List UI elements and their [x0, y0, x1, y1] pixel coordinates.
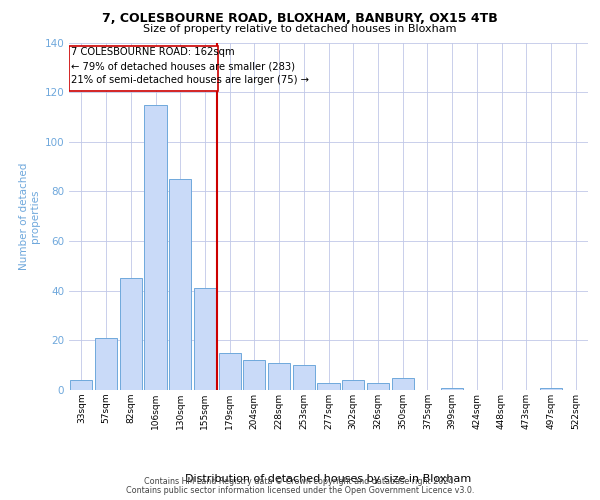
- Bar: [95, 338, 117, 390]
- Bar: [268, 362, 290, 390]
- Bar: [317, 382, 340, 390]
- Bar: [70, 46, 218, 91]
- Text: Size of property relative to detached houses in Bloxham: Size of property relative to detached ho…: [143, 24, 457, 34]
- Bar: [169, 179, 191, 390]
- Bar: [218, 353, 241, 390]
- Bar: [119, 278, 142, 390]
- Y-axis label: Number of detached
properties: Number of detached properties: [19, 162, 40, 270]
- Bar: [540, 388, 562, 390]
- Bar: [367, 382, 389, 390]
- Text: Contains public sector information licensed under the Open Government Licence v3: Contains public sector information licen…: [126, 486, 474, 495]
- Bar: [342, 380, 364, 390]
- Bar: [243, 360, 265, 390]
- Bar: [392, 378, 414, 390]
- Bar: [145, 104, 167, 390]
- Bar: [293, 365, 315, 390]
- X-axis label: Distribution of detached houses by size in Bloxham: Distribution of detached houses by size …: [185, 474, 472, 484]
- Text: 7 COLESBOURNE ROAD: 162sqm
← 79% of detached houses are smaller (283)
21% of sem: 7 COLESBOURNE ROAD: 162sqm ← 79% of deta…: [71, 48, 310, 84]
- Bar: [194, 288, 216, 390]
- Bar: [70, 380, 92, 390]
- Text: Contains HM Land Registry data © Crown copyright and database right 2024.: Contains HM Land Registry data © Crown c…: [144, 478, 456, 486]
- Bar: [441, 388, 463, 390]
- Text: 7, COLESBOURNE ROAD, BLOXHAM, BANBURY, OX15 4TB: 7, COLESBOURNE ROAD, BLOXHAM, BANBURY, O…: [102, 12, 498, 26]
